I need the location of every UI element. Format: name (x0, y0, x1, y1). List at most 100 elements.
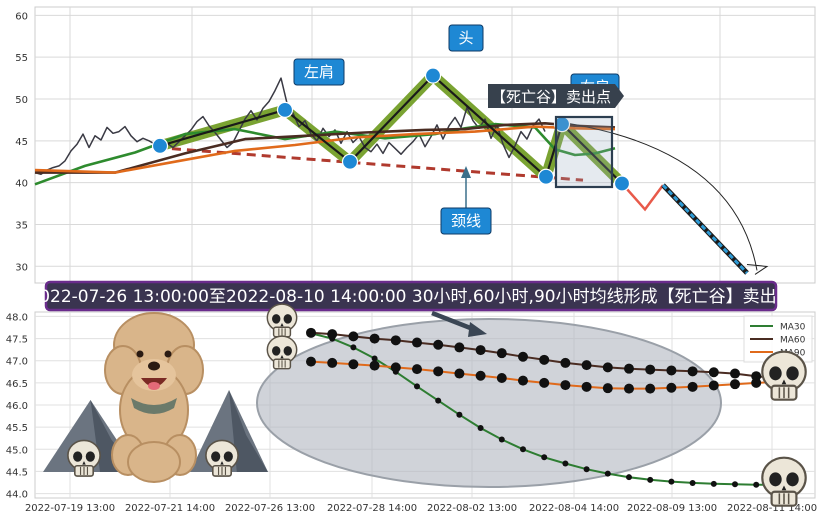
ma30-point (604, 470, 611, 477)
ma60-point (645, 364, 656, 375)
skull-eye-right (85, 451, 95, 462)
forecast-zigzag-blue (661, 184, 749, 275)
ma30-point (689, 479, 696, 486)
skull-eye-right (223, 451, 233, 462)
x-tick-label: 2022-07-26 13:00 (225, 503, 315, 514)
ma30-point (541, 454, 548, 461)
dog-eye (136, 350, 144, 358)
sell-label: 【死亡谷】卖出点 (491, 88, 611, 106)
forecast-arc (561, 121, 758, 271)
sell-label-box (488, 84, 615, 108)
ma30-point (456, 411, 463, 418)
ma90-point (348, 359, 359, 370)
neckline-label-box (440, 207, 492, 235)
ma30-point (414, 383, 420, 390)
ma30-point (520, 446, 526, 453)
ma30-point (647, 476, 654, 483)
ma60-point (412, 337, 422, 348)
ma60-point (327, 329, 338, 340)
skull-eye-left (272, 346, 281, 356)
mountain-shade (90, 400, 138, 472)
skull-icon (205, 439, 239, 477)
top-y-tick-label: 55 (15, 53, 28, 64)
top-y-tick-label: 45 (15, 137, 28, 148)
head-label-box (448, 24, 484, 52)
ma60-point (369, 333, 380, 344)
pattern-marker (613, 175, 631, 192)
skull-eye-right (283, 346, 292, 356)
bottom-y-tick-label: 44.5 (6, 467, 28, 478)
ma90-point (390, 362, 401, 373)
ma60-line (35, 122, 616, 174)
skull-eye-left (272, 314, 281, 324)
ma60-point (390, 335, 401, 346)
ma90-point (369, 360, 380, 371)
head-label: 头 (458, 29, 473, 47)
dog-collar (131, 398, 177, 414)
skull-eye-right (786, 366, 799, 381)
death-valley-ellipse (256, 318, 722, 488)
banner-box (44, 280, 778, 312)
dog-muzzle (132, 359, 176, 391)
right-shoulder-box (554, 115, 614, 189)
ma60-point (518, 351, 528, 362)
dog-fur (127, 441, 181, 483)
ma90-point (327, 357, 338, 368)
ma90-point (412, 364, 422, 375)
bottom-y-tick-label: 48.0 (6, 312, 28, 323)
bottom-y-tick-label: 47.5 (6, 335, 28, 346)
ma90-point (433, 366, 444, 377)
ma60-point (602, 362, 613, 373)
forecast-zigzag-red (621, 182, 665, 212)
ma60-point (539, 354, 550, 365)
sell-label-pointer (615, 84, 624, 108)
ma60-point (581, 360, 592, 371)
skull-nose (280, 323, 284, 327)
left-shoulder-label-box (293, 58, 345, 86)
ma90-point (751, 377, 762, 388)
skull-nose (82, 461, 86, 465)
x-tick-label: 2022-07-21 14:00 (125, 503, 215, 514)
ma30-point (626, 474, 632, 481)
ma60-point (306, 327, 316, 338)
skull-icon (266, 335, 298, 370)
banner-text: 2022-07-26 13:00:00至2022-08-10 14:00:00 … (28, 287, 793, 307)
ma90-point (645, 383, 656, 394)
ma90-point (475, 370, 486, 381)
dog-eye (164, 350, 172, 358)
skull-eye-left (769, 472, 782, 487)
skull-nose (781, 379, 787, 385)
dog-tongue (148, 382, 160, 390)
legend-label: MA30 (780, 323, 806, 333)
ma30-point (350, 344, 357, 351)
top-y-tick-label: 40 (15, 179, 28, 190)
bottom-y-tick-label: 46.0 (6, 401, 28, 412)
ma60-point (348, 331, 359, 342)
skull-eye-left (73, 451, 83, 462)
pattern-marker (341, 153, 359, 170)
ma60-point (666, 365, 677, 376)
pattern-marker (151, 137, 169, 154)
skull-eye-left (769, 366, 782, 381)
ma90-line (34, 125, 616, 174)
top-panel: 30354045505560左肩头右肩颈线【死亡谷】卖出点 (15, 6, 816, 284)
ma90-point (708, 380, 719, 391)
top-y-tick-label: 50 (15, 95, 28, 106)
pointer-arrow-head (468, 322, 487, 337)
overlay: 2022-07-26 13:00:00至2022-08-10 14:00:00 … (28, 280, 807, 507)
ma90-point (624, 383, 634, 394)
forecast-arc-head (746, 263, 769, 275)
pattern-marker (537, 168, 555, 185)
ma30-point (435, 397, 442, 404)
ma90-point (666, 382, 677, 393)
ma30-point (753, 481, 760, 488)
ma90-point (560, 380, 571, 391)
ma90-point (581, 381, 592, 392)
skull-icon (761, 350, 807, 401)
ma30-point (668, 478, 675, 485)
bottom-y-tick-label: 45.0 (6, 445, 28, 456)
bottom-y-tick-label: 44.0 (6, 490, 28, 501)
ma30-point (562, 460, 569, 467)
x-tick-label: 2022-08-11 14:00 (727, 503, 817, 514)
